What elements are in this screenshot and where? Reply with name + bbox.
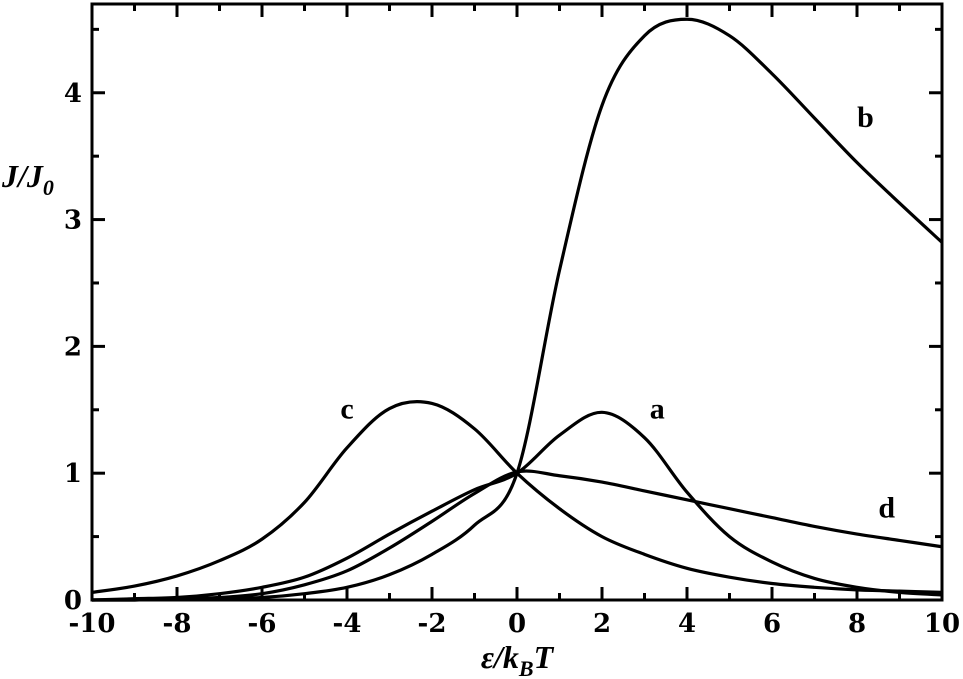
- curve-label-c: c: [340, 393, 353, 426]
- x-tick-label: 0: [508, 609, 526, 639]
- x-tick-label: -2: [418, 609, 447, 639]
- plot-frame: [90, 2, 944, 602]
- curve-label-d: d: [878, 492, 895, 525]
- x-tick-label: 2: [593, 609, 611, 639]
- series-line-b: [91, 17, 944, 602]
- x-tick-label: -10: [69, 609, 116, 639]
- y-axis-title: J/J0: [1, 158, 54, 200]
- y-tick-label: 4: [64, 79, 82, 109]
- x-tick-label: -6: [248, 609, 277, 639]
- y-tick-label: 1: [64, 459, 82, 489]
- series-lines: [91, 17, 944, 602]
- x-tick-label: 4: [678, 609, 696, 639]
- curve-labels: a b c d: [340, 101, 895, 525]
- x-tick-label: -8: [163, 609, 192, 639]
- x-axis-title: ε/kBT: [481, 639, 555, 679]
- x-tick-label: 6: [763, 609, 781, 639]
- tick-labels: -10 -8 -6 -4 -2 0 2 4 6 8 10 0 1 2 3 4: [64, 79, 960, 639]
- y-tick-label: 3: [64, 206, 82, 236]
- series-line-d: [91, 469, 943, 602]
- x-tick-label: 8: [848, 609, 866, 639]
- y-axis-title-subscript: 0: [43, 175, 54, 200]
- x-tick-label: -4: [333, 609, 362, 639]
- x-axis-title-subscript: B: [518, 656, 534, 679]
- y-tick-label: 2: [64, 332, 82, 362]
- x-axis-title-main: ε/: [481, 639, 506, 675]
- y-tick-label: 0: [64, 586, 82, 616]
- x-axis-title-t: T: [534, 639, 555, 675]
- y-axis-title-main: J/J: [1, 158, 44, 194]
- x-axis-title-k: k: [503, 639, 519, 675]
- curve-label-a: a: [650, 393, 665, 426]
- curve-label-b: b: [857, 101, 874, 134]
- x-tick-label: 10: [924, 609, 960, 639]
